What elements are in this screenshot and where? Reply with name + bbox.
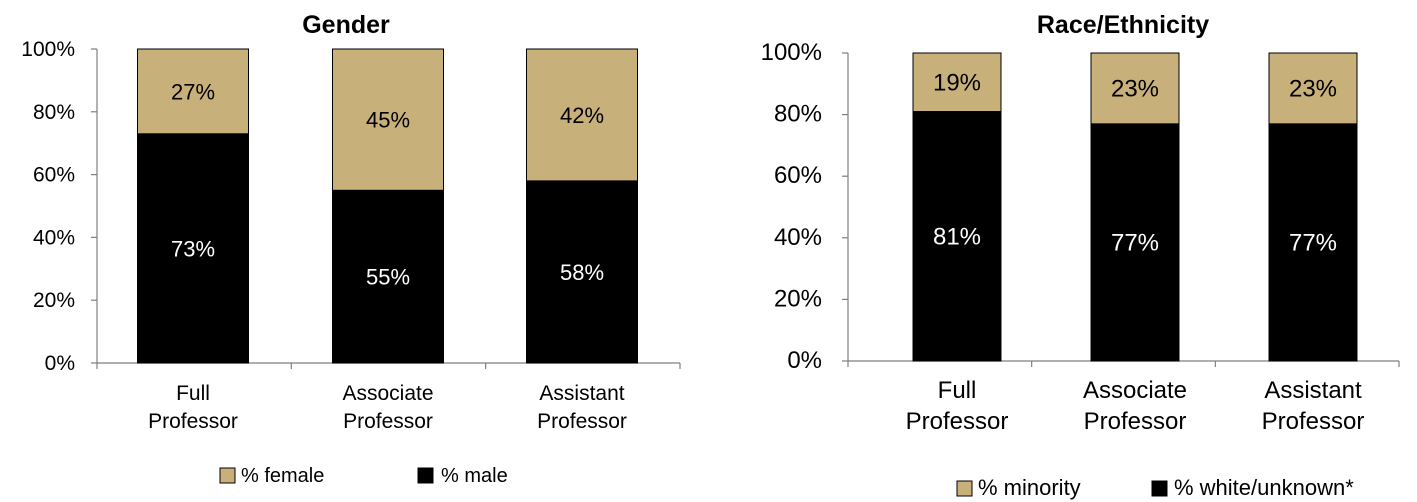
y-tick-label: 40% <box>774 224 822 251</box>
bar-segment <box>137 133 249 364</box>
x-category-label: Professor <box>1262 408 1365 435</box>
chart-title: Gender <box>302 11 390 39</box>
y-tick-label: 80% <box>33 101 75 124</box>
x-category-label: Assistant <box>539 382 624 405</box>
legend-swatch <box>219 467 236 484</box>
x-category-label: Professor <box>1084 408 1187 435</box>
y-tick-label: 20% <box>33 289 75 312</box>
data-label: 27% <box>171 79 215 104</box>
bar-segment <box>1268 123 1358 362</box>
bar-segment <box>1090 52 1180 125</box>
data-label: 58% <box>560 260 604 285</box>
y-tick-label: 100% <box>21 38 75 61</box>
legend-label: % minority <box>978 475 1081 500</box>
data-label: 42% <box>560 103 604 128</box>
x-category-label: Professor <box>148 410 238 433</box>
x-category-label: Associate <box>1083 377 1187 404</box>
y-tick-label: 60% <box>774 162 822 189</box>
legend-label: % male <box>441 465 508 487</box>
bar-segment <box>332 48 444 191</box>
y-tick-label: 80% <box>774 101 822 128</box>
chart-title: Race/Ethnicity <box>1037 11 1209 39</box>
data-label: 73% <box>171 236 215 261</box>
x-category-label: Full <box>176 382 210 405</box>
data-label: 77% <box>1289 229 1337 256</box>
data-label: 19% <box>933 69 981 96</box>
data-label: 55% <box>366 265 410 290</box>
x-category-label: Professor <box>906 408 1009 435</box>
data-label: 81% <box>933 223 981 250</box>
bar-segment <box>526 48 638 182</box>
legend-label: % female <box>241 465 324 487</box>
bar-segment <box>137 48 249 135</box>
bar-segment <box>1090 123 1180 362</box>
data-label: 23% <box>1289 75 1337 102</box>
bar-segment <box>912 52 1002 113</box>
x-category-label: Full <box>938 377 977 404</box>
data-label: 23% <box>1111 75 1159 102</box>
legend-swatch <box>417 467 434 484</box>
x-category-label: Associate <box>342 382 433 405</box>
legend-label: % white/unknown* <box>1174 475 1354 500</box>
y-tick-label: 40% <box>33 226 75 249</box>
y-tick-label: 20% <box>774 285 822 312</box>
bar-segment <box>1268 52 1358 125</box>
x-category-label: Professor <box>537 410 627 433</box>
data-label: 77% <box>1111 229 1159 256</box>
x-category-label: Assistant <box>1264 377 1362 404</box>
y-tick-label: 60% <box>33 164 75 187</box>
y-tick-label: 100% <box>761 39 822 66</box>
y-tick-label: 0% <box>787 347 822 374</box>
bar-segment <box>526 180 638 364</box>
legend-swatch <box>1151 480 1168 497</box>
bar-segment <box>912 111 1002 362</box>
x-category-label: Professor <box>343 410 433 433</box>
y-tick-label: 0% <box>45 352 75 375</box>
data-label: 45% <box>366 108 410 133</box>
legend-swatch <box>956 480 973 497</box>
